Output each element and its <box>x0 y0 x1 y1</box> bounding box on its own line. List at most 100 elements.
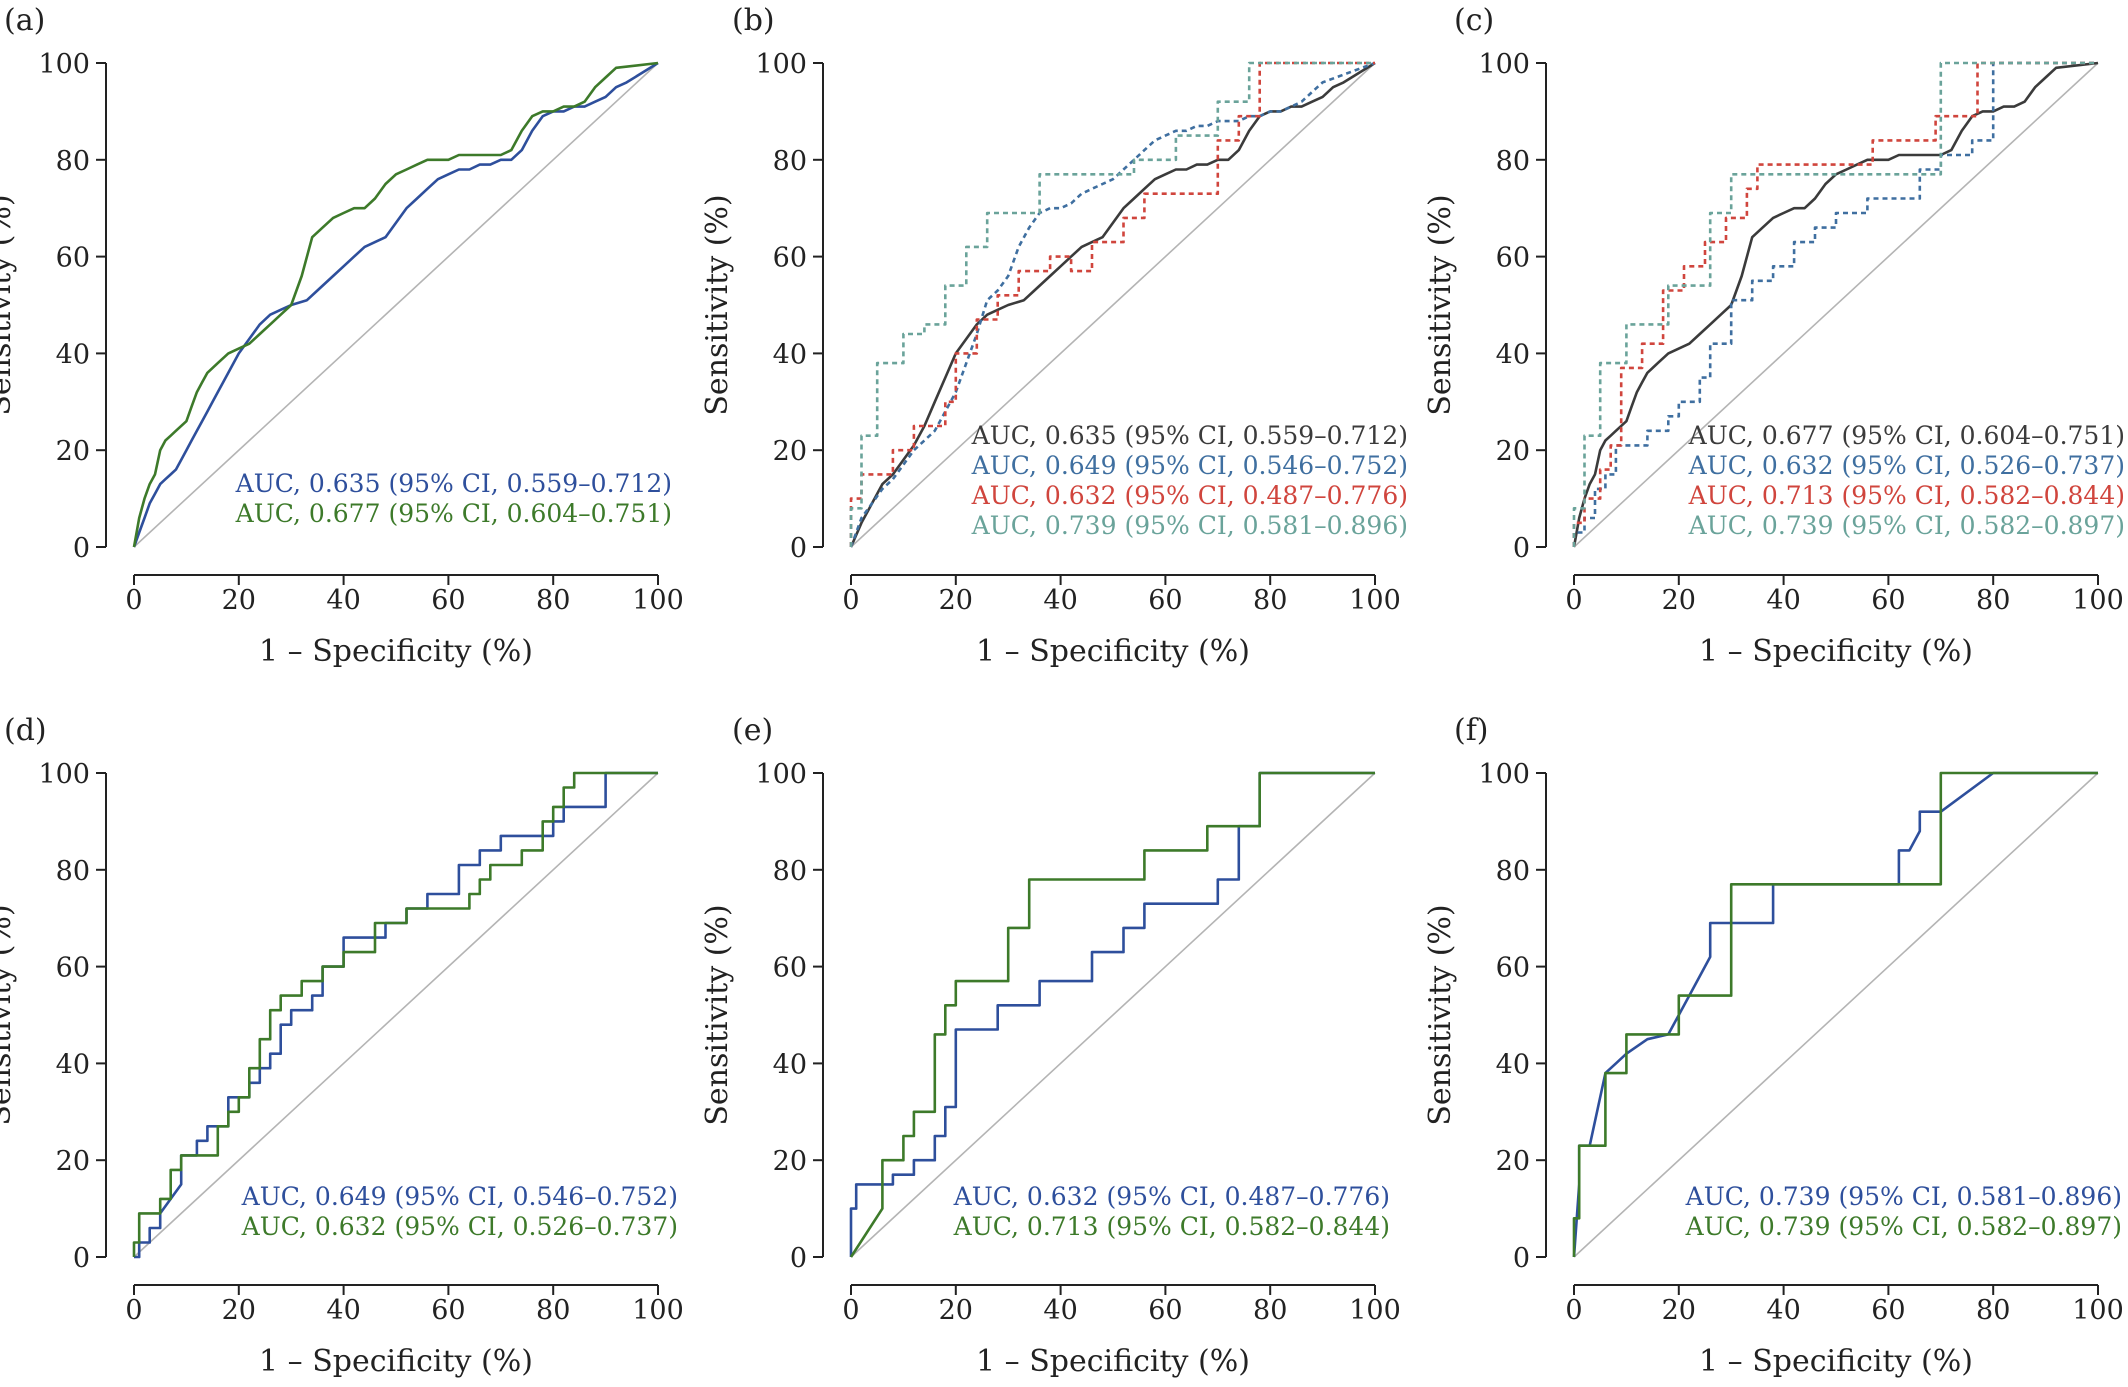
y-tick-label: 20 <box>773 1146 807 1177</box>
roc-panel-b: (b) 0 0 20 20 40 40 60 60 80 80 100 100 1 – Specifici… <box>700 3 1408 669</box>
y-tick-label: 100 <box>1478 759 1530 790</box>
reference-diagonal <box>133 772 659 1258</box>
x-tick-label: 80 <box>1976 1295 2010 1326</box>
x-tick-label: 60 <box>1148 585 1182 616</box>
reference-diagonal <box>850 772 1376 1258</box>
roc-curve-series-1 <box>849 771 1375 1257</box>
panel-label: (a) <box>4 3 45 38</box>
y-tick-label: 100 <box>38 49 90 80</box>
auc-legend-entry: AUC, 0.635 (95% CI, 0.559–0.712) <box>971 421 1408 450</box>
x-axis-title: 1 – Specificity (%) <box>259 1344 533 1379</box>
x-axis-title: 1 – Specificity (%) <box>259 634 533 669</box>
y-tick-label: 0 <box>73 1243 90 1274</box>
auc-legend-entry: AUC, 0.677 (95% CI, 0.604–0.751) <box>1688 421 2125 450</box>
y-tick-label: 60 <box>773 953 807 984</box>
roc-curve-series-2 <box>132 771 658 1257</box>
auc-legend-entry: AUC, 0.649 (95% CI, 0.546–0.752) <box>971 451 1408 480</box>
x-tick-label: 20 <box>939 1295 973 1326</box>
y-tick-label: 40 <box>56 339 90 370</box>
y-tick-label: 20 <box>56 1146 90 1177</box>
y-tick-label: 80 <box>773 146 807 177</box>
x-tick-label: 80 <box>1253 1295 1287 1326</box>
x-tick-label: 60 <box>431 1295 465 1326</box>
y-axis-title: Sensitivity (%) <box>1423 194 1458 415</box>
x-axis-title: 1 – Specificity (%) <box>976 634 1250 669</box>
y-tick-label: 60 <box>56 243 90 274</box>
roc-panel-a: (a) 0 0 20 20 40 40 60 60 80 80 100 100 1 – Specifici… <box>0 3 684 669</box>
y-tick-label: 60 <box>1496 243 1530 274</box>
panel-label: (e) <box>732 713 773 748</box>
y-tick-label: 40 <box>1496 339 1530 370</box>
y-tick-label: 20 <box>56 436 90 467</box>
roc-panel-d: (d) 0 0 20 20 40 40 60 60 80 80 100 100 1 – Specifici… <box>0 713 684 1379</box>
y-tick-label: 80 <box>773 856 807 887</box>
y-tick-label: 40 <box>773 1049 807 1080</box>
y-axis-title: Sensitivity (%) <box>700 194 735 415</box>
y-tick-label: 40 <box>773 339 807 370</box>
y-tick-label: 80 <box>1496 856 1530 887</box>
auc-legend-entry: AUC, 0.713 (95% CI, 0.582–0.844) <box>953 1212 1390 1241</box>
y-tick-label: 80 <box>1496 146 1530 177</box>
x-tick-label: 0 <box>1565 585 1582 616</box>
x-tick-label: 40 <box>1043 585 1077 616</box>
x-axis-title: 1 – Specificity (%) <box>976 1344 1250 1379</box>
y-tick-label: 40 <box>1496 1049 1530 1080</box>
auc-legend-entry: AUC, 0.677 (95% CI, 0.604–0.751) <box>235 499 672 528</box>
y-tick-label: 0 <box>73 533 90 564</box>
x-tick-label: 80 <box>536 1295 570 1326</box>
y-axis-title: Sensitivity (%) <box>0 904 18 1125</box>
x-tick-label: 100 <box>1349 1295 1401 1326</box>
x-axis-title: 1 – Specificity (%) <box>1699 634 1973 669</box>
reference-diagonal <box>850 62 1376 548</box>
y-tick-label: 0 <box>1513 533 1530 564</box>
x-tick-label: 100 <box>632 585 684 616</box>
y-tick-label: 0 <box>1513 1243 1530 1274</box>
roc-curve-series-3 <box>1572 61 2098 547</box>
reference-diagonal <box>1573 62 2099 548</box>
x-tick-label: 80 <box>1976 585 2010 616</box>
x-tick-label: 20 <box>222 1295 256 1326</box>
panel-label: (f) <box>1454 713 1489 748</box>
x-axis-title: 1 – Specificity (%) <box>1699 1344 1973 1379</box>
auc-legend-entry: AUC, 0.739 (95% CI, 0.582–0.897) <box>1685 1212 2122 1241</box>
x-tick-label: 20 <box>1662 1295 1696 1326</box>
x-tick-label: 40 <box>1766 585 1800 616</box>
y-tick-label: 100 <box>755 49 807 80</box>
y-tick-label: 80 <box>56 856 90 887</box>
roc-curve-series-2 <box>849 771 1375 1258</box>
y-tick-label: 20 <box>1496 436 1530 467</box>
x-tick-label: 20 <box>1662 585 1696 616</box>
x-tick-label: 0 <box>125 1295 142 1326</box>
panel-label: (d) <box>4 713 47 748</box>
y-tick-label: 100 <box>38 759 90 790</box>
x-tick-label: 100 <box>2072 1295 2124 1326</box>
auc-legend-entry: AUC, 0.649 (95% CI, 0.546–0.752) <box>241 1182 678 1211</box>
roc-curve-series-2 <box>1572 61 2098 547</box>
y-axis-title: Sensitivity (%) <box>1423 904 1458 1125</box>
auc-legend-entry: AUC, 0.713 (95% CI, 0.582–0.844) <box>1688 481 2125 510</box>
y-tick-label: 100 <box>755 759 807 790</box>
y-tick-label: 0 <box>790 533 807 564</box>
auc-legend-entry: AUC, 0.632 (95% CI, 0.487–0.776) <box>953 1182 1390 1211</box>
x-tick-label: 40 <box>326 1295 360 1326</box>
panel-label: (c) <box>1454 3 1494 38</box>
auc-legend-entry: AUC, 0.739 (95% CI, 0.582–0.897) <box>1688 511 2125 540</box>
x-tick-label: 20 <box>222 585 256 616</box>
roc-panel-c: (c) 0 0 20 20 40 40 60 60 80 80 100 100 1 – Specifici… <box>1423 3 2125 669</box>
reference-diagonal <box>1573 772 2099 1258</box>
x-tick-label: 80 <box>1253 585 1287 616</box>
y-tick-label: 60 <box>773 243 807 274</box>
x-tick-label: 60 <box>431 585 465 616</box>
auc-legend-entry: AUC, 0.635 (95% CI, 0.559–0.712) <box>235 469 672 498</box>
roc-curve-series-3 <box>849 61 1375 547</box>
roc-panel-e: (e) 0 0 20 20 40 40 60 60 80 80 100 100 1 – Specifici… <box>700 713 1401 1379</box>
x-tick-label: 60 <box>1871 585 1905 616</box>
x-tick-label: 60 <box>1871 1295 1905 1326</box>
roc-curve-series-4 <box>849 61 1375 547</box>
x-tick-label: 80 <box>536 585 570 616</box>
roc-panel-f: (f) 0 0 20 20 40 40 60 60 80 80 100 100 1 – Specifici… <box>1423 713 2124 1379</box>
roc-curve-series-4 <box>1572 61 2098 547</box>
y-tick-label: 40 <box>56 1049 90 1080</box>
